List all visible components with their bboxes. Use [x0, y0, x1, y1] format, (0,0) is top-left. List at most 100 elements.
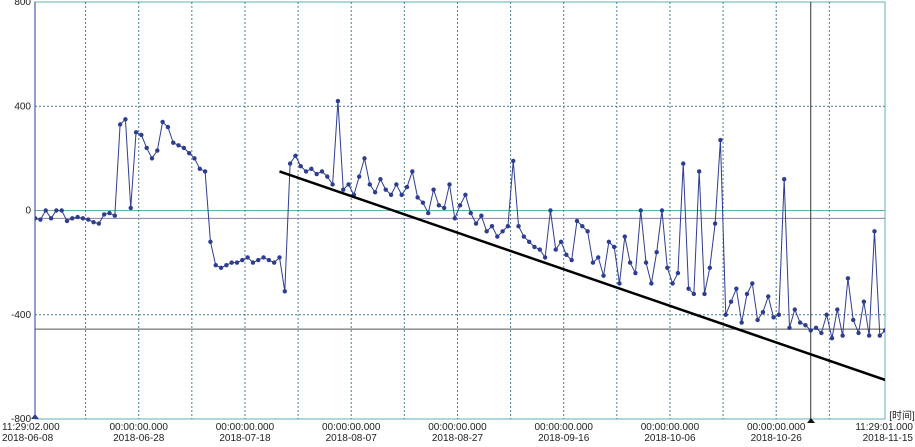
data-point — [293, 153, 298, 158]
data-point — [856, 330, 861, 336]
data-point — [202, 169, 208, 174]
y-tick-label: -800 — [11, 414, 31, 425]
data-point — [521, 234, 527, 239]
data-point — [505, 223, 511, 229]
data-point — [638, 208, 643, 213]
data-point — [840, 333, 845, 338]
data-point — [654, 250, 659, 255]
axis-marker — [31, 414, 39, 419]
data-point — [287, 161, 293, 166]
data-point — [479, 213, 484, 218]
data-point — [617, 281, 622, 286]
x-tick-date: 2018-10-06 — [644, 433, 696, 444]
data-point — [314, 171, 319, 177]
data-point — [91, 220, 96, 225]
x-tick-time: 00:00:00.000 — [322, 422, 381, 433]
data-point — [516, 223, 521, 229]
data-point — [123, 117, 128, 122]
data-point — [431, 187, 436, 192]
data-point — [80, 216, 86, 221]
data-point — [771, 315, 776, 320]
cursor-marker — [807, 418, 815, 423]
data-point — [808, 328, 813, 333]
data-point — [426, 210, 431, 216]
data-point — [866, 333, 872, 338]
data-point — [558, 239, 564, 244]
data-point — [574, 218, 580, 224]
data-point — [362, 156, 367, 161]
data-point — [457, 203, 463, 208]
data-point — [468, 210, 473, 216]
data-point — [101, 212, 107, 217]
data-point — [176, 143, 181, 148]
data-point — [877, 333, 883, 338]
data-point — [643, 260, 649, 265]
x-tick-time: 00:00:00.000 — [641, 422, 700, 433]
data-point — [511, 158, 516, 164]
data-point — [495, 234, 500, 239]
data-point — [256, 257, 261, 263]
data-point — [319, 169, 325, 174]
data-point — [224, 263, 229, 268]
data-point — [43, 208, 48, 213]
data-point — [404, 184, 410, 190]
data-point — [702, 291, 707, 297]
data-point — [171, 140, 176, 145]
data-point — [452, 216, 458, 221]
data-point — [59, 208, 64, 213]
data-point — [436, 203, 442, 208]
data-point — [213, 263, 218, 268]
data-point — [441, 205, 447, 211]
data-point — [298, 163, 303, 169]
data-point — [627, 260, 633, 265]
data-point — [240, 257, 245, 263]
data-point — [611, 244, 617, 250]
data-point — [96, 221, 102, 226]
x-tick-time: 11:29:01.000 — [855, 422, 913, 433]
data-point — [372, 190, 378, 195]
x-tick-date: 2018-10-26 — [751, 433, 803, 444]
data-point — [787, 325, 792, 330]
data-point — [596, 255, 601, 260]
reference-lines — [35, 2, 885, 419]
data-point — [181, 145, 187, 151]
data-point — [739, 320, 744, 325]
data-point — [590, 260, 596, 265]
data-point — [585, 229, 590, 234]
data-point — [367, 182, 373, 187]
data-point — [112, 213, 118, 218]
data-point — [670, 281, 675, 286]
data-point — [186, 150, 192, 156]
data-point — [526, 239, 532, 244]
x-tick-date: 2018-07-18 — [219, 433, 271, 444]
data-point — [378, 177, 383, 182]
data-point — [54, 208, 59, 213]
data-point — [659, 208, 665, 213]
data-point — [250, 260, 256, 265]
data-point — [803, 322, 808, 328]
data-point — [861, 299, 867, 304]
x-tick-time: 00:00:00.000 — [535, 422, 594, 433]
data-point — [309, 166, 314, 171]
data-point — [335, 98, 341, 104]
data-point — [383, 187, 388, 192]
data-point — [394, 182, 399, 187]
data-point — [38, 217, 43, 222]
data-point — [208, 239, 213, 244]
data-point — [712, 221, 718, 226]
data-point — [330, 182, 335, 187]
data-point — [542, 255, 548, 260]
data-point — [484, 229, 489, 234]
data-point — [872, 229, 877, 234]
x-tick-date: 2018-06-08 — [2, 433, 54, 444]
data-point — [282, 289, 288, 294]
x-tick-date: 2018-06-28 — [113, 433, 165, 444]
data-point — [144, 145, 149, 151]
data-point — [882, 328, 885, 333]
data-point — [675, 270, 681, 276]
data-point — [564, 252, 569, 258]
data-point — [500, 229, 505, 234]
data-point — [580, 223, 585, 229]
data-point — [601, 273, 606, 278]
y-tick-label: 400 — [14, 101, 31, 112]
